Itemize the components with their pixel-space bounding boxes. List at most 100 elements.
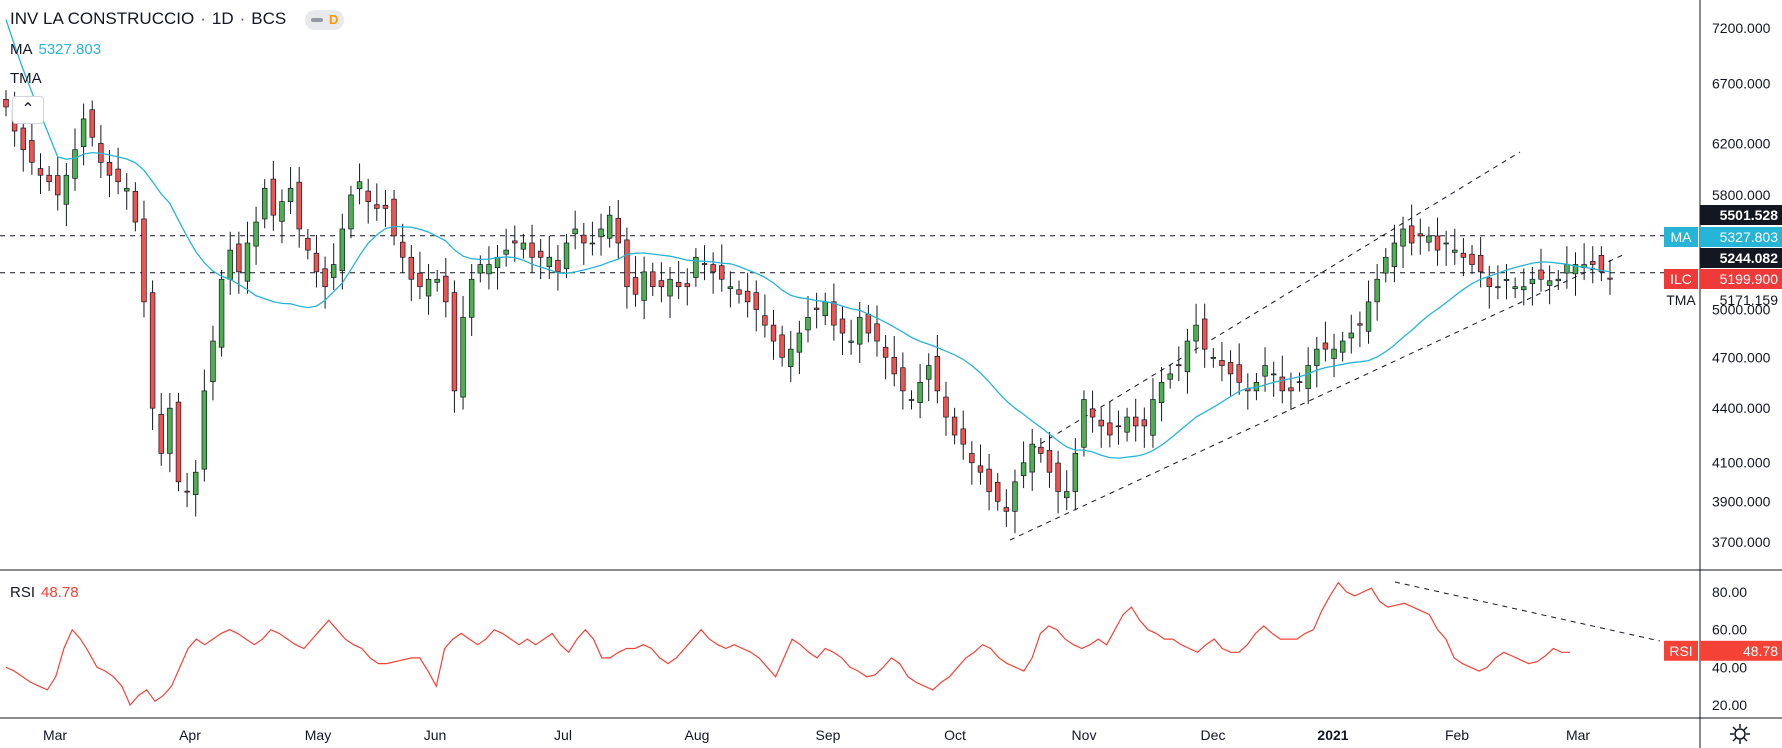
candle-body	[839, 318, 846, 334]
candle-body	[270, 178, 277, 216]
candle-body	[494, 256, 501, 268]
candle-body	[848, 340, 854, 343]
price-label: ILC 5199.900	[1664, 269, 1782, 289]
candle-body	[175, 401, 182, 483]
candle-body	[399, 241, 406, 258]
candle-body	[727, 286, 734, 289]
candle-body	[451, 292, 458, 392]
rsi-trend-line[interactable]	[1394, 581, 1661, 642]
tma-legend[interactable]: TMA	[10, 70, 42, 87]
candle-body	[537, 250, 544, 258]
collapse-legend-button[interactable]: ⌃	[12, 96, 44, 124]
rsi-axis-ticks: 80.00 60.00 40.00 20.00	[1712, 584, 1747, 713]
candle-body	[167, 407, 173, 454]
candle-body	[658, 280, 665, 288]
horizontal-levels[interactable]	[0, 235, 1700, 274]
candle-body	[1443, 242, 1449, 245]
candle-body	[408, 256, 415, 280]
candle-body	[1348, 332, 1354, 339]
price-tick-label: 5000.000	[1712, 302, 1771, 318]
candle-body	[72, 149, 78, 179]
price-tick-label: 6200.000	[1712, 135, 1771, 151]
candle-body	[313, 252, 320, 273]
chevron-up-icon: ⌃	[21, 101, 35, 118]
rsi-tick-label: 20.00	[1712, 697, 1747, 713]
candle-body	[218, 278, 225, 348]
channel-upper-line[interactable]	[1031, 151, 1521, 450]
candle-body	[330, 264, 337, 278]
price-label-value: 5199.900	[1720, 271, 1779, 287]
candle-body	[1288, 387, 1294, 392]
candle-body	[1193, 324, 1199, 342]
candle-body	[831, 301, 837, 326]
trend-channel[interactable]	[1009, 151, 1661, 642]
candle-body	[779, 334, 785, 358]
candle-body	[1357, 323, 1363, 326]
candle-body	[572, 228, 578, 235]
candle-body	[512, 240, 518, 244]
rsi-legend-value: 48.78	[41, 584, 79, 601]
candle-body	[1184, 340, 1191, 373]
price-label-value: 5244.082	[1720, 250, 1779, 266]
ma-legend-value: 5327.803	[38, 41, 102, 58]
candle-body	[1046, 449, 1053, 473]
candle-body	[1279, 376, 1286, 392]
candle-body	[951, 416, 958, 436]
candle-body	[1124, 416, 1130, 433]
candle-body	[1227, 362, 1234, 375]
price-label: TMA 5171.159	[1666, 292, 1778, 308]
candle-body	[460, 316, 466, 398]
candle-body	[788, 348, 794, 367]
candle-body	[1012, 481, 1018, 512]
candle-body	[1176, 364, 1182, 367]
candle-body	[1477, 254, 1484, 273]
ma-legend-label: MA	[10, 41, 33, 58]
candle-body	[1546, 280, 1553, 286]
candle-body	[1072, 453, 1079, 492]
candle-body	[1400, 228, 1406, 247]
candle-body	[1529, 278, 1536, 284]
candle-body	[1339, 340, 1346, 353]
gear-icon[interactable]	[1728, 722, 1752, 746]
candle-body	[1262, 365, 1268, 377]
price-tick-label: 3900.000	[1712, 493, 1771, 509]
time-axis-label: Jul	[554, 727, 572, 743]
candle-body	[1469, 253, 1475, 265]
rsi-legend[interactable]: RSI 48.78	[10, 584, 79, 601]
candle-body	[770, 324, 777, 342]
candle-body	[106, 162, 113, 176]
time-axis-label: Apr	[179, 727, 201, 743]
time-axis-label: 2021	[1317, 727, 1348, 743]
candle-body	[1365, 301, 1372, 332]
candle-body	[503, 249, 509, 255]
price-tick-label: 6700.000	[1712, 76, 1771, 92]
ma-legend[interactable]: MA 5327.803	[10, 41, 101, 58]
candle-body	[555, 260, 561, 273]
candle-body	[1391, 242, 1398, 267]
price-label-value: 5327.803	[1720, 229, 1779, 245]
price-label: 5501.528	[1700, 205, 1782, 225]
candle-body	[287, 187, 294, 202]
candle-body	[882, 346, 889, 358]
candle-body	[1132, 416, 1139, 427]
candle-body	[1038, 446, 1044, 454]
symbol-legend[interactable]: INV LA CONSTRUCCIO · 1D · BCS D	[10, 9, 345, 30]
candle-body	[305, 237, 311, 251]
channel-lower-line[interactable]	[1009, 253, 1626, 541]
price-label: 5244.082	[1700, 248, 1782, 268]
candle-body	[1141, 419, 1148, 427]
candle-body	[1201, 318, 1208, 350]
candle-body	[1270, 373, 1277, 376]
time-axis-labels: Mar Apr May Jun Jul Aug Sep Oct Nov Dec 2021 Feb Mar	[43, 727, 1590, 743]
candle-body	[244, 242, 251, 282]
candle-body	[253, 221, 259, 247]
candle-body	[1607, 277, 1613, 280]
candle-body	[1115, 425, 1122, 428]
candle-body	[132, 191, 139, 223]
rsi-axis-label: RSI 48.78	[1664, 640, 1782, 661]
interval-badge[interactable]: D	[304, 9, 345, 30]
symbol-name: INV LA CONSTRUCCIO	[10, 9, 195, 28]
candle-body	[874, 323, 880, 342]
candle-body	[20, 127, 26, 151]
